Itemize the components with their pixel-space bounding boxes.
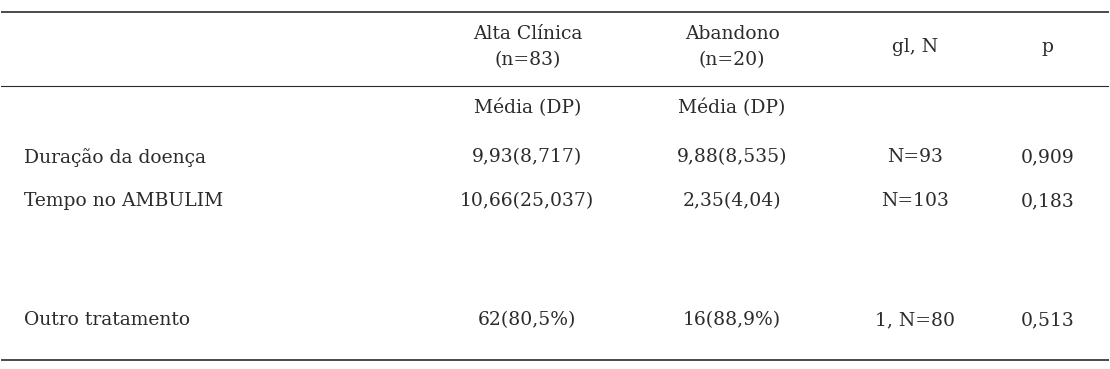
Text: N=93: N=93 [887,148,942,166]
Text: 0,183: 0,183 [1021,192,1074,210]
Text: 16(88,9%): 16(88,9%) [683,311,781,329]
Text: 0,909: 0,909 [1021,148,1074,166]
Text: 1, N=80: 1, N=80 [875,311,955,329]
Text: gl, N: gl, N [891,38,938,56]
Text: Abandono: Abandono [685,25,779,43]
Text: 10,66(25,037): 10,66(25,037) [461,192,595,210]
Text: p: p [1041,38,1053,56]
Text: 62(80,5%): 62(80,5%) [478,311,576,329]
Text: Alta Clínica: Alta Clínica [473,25,582,43]
Text: 9,88(8,535): 9,88(8,535) [677,148,787,166]
Text: Média (DP): Média (DP) [678,99,786,117]
Text: N=103: N=103 [881,192,949,210]
Text: Tempo no AMBULIM: Tempo no AMBULIM [23,192,223,210]
Text: 0,513: 0,513 [1021,311,1074,329]
Text: Outro tratamento: Outro tratamento [23,311,190,329]
Text: (n=20): (n=20) [699,51,766,69]
Text: (n=83): (n=83) [494,51,561,69]
Text: 2,35(4,04): 2,35(4,04) [683,192,781,210]
Text: Duração da doença: Duração da doença [23,148,205,166]
Text: 9,93(8,717): 9,93(8,717) [472,148,583,166]
Text: Média (DP): Média (DP) [474,99,581,117]
